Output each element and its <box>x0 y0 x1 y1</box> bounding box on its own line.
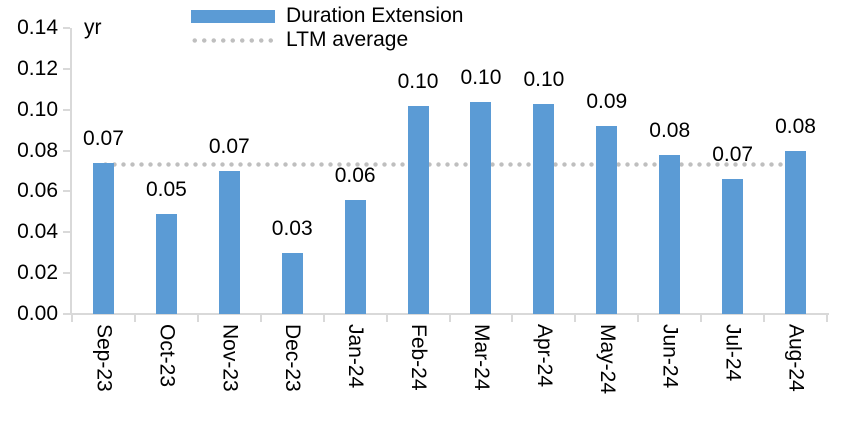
x-axis-tick <box>763 313 766 322</box>
x-axis-tick <box>71 313 73 322</box>
legend-bar-swatch <box>191 9 275 23</box>
y-axis-tick <box>63 27 70 29</box>
x-axis-label-may-24: May-24 <box>595 324 619 395</box>
bar-value-label: 0.07 <box>208 135 250 158</box>
bar-value-label: 0.06 <box>334 163 376 187</box>
x-axis-tick <box>826 313 828 322</box>
y-axis-tick <box>63 313 70 315</box>
bar-value-label: 0.07 <box>712 143 754 167</box>
bar-mar-24 <box>470 101 492 314</box>
bar-jul-24 <box>722 179 744 314</box>
bar-jan-24 <box>344 199 366 314</box>
x-axis-tick <box>196 313 199 322</box>
bar-nov-23 <box>218 171 240 314</box>
bar-value-label: 0.08 <box>649 118 691 142</box>
y-axis-tick-label: 0.02 <box>17 261 58 285</box>
y-axis-tick-label: 0.14 <box>17 16 58 39</box>
y-axis-tick <box>63 231 70 234</box>
bar-value-label: 0.03 <box>271 216 313 240</box>
bar-oct-23 <box>155 213 177 314</box>
x-axis-tick <box>322 313 325 322</box>
y-axis-tick <box>63 190 70 193</box>
x-axis-label-jul-24: Jul-24 <box>721 324 745 382</box>
x-axis-tick <box>448 313 451 322</box>
bar-value-label: 0.10 <box>460 65 502 89</box>
bar-value-label: 0.05 <box>145 177 187 201</box>
bar-value-label: 0.09 <box>586 90 628 114</box>
x-axis-label-oct-23: Oct-23 <box>155 324 179 388</box>
bar-value-label: 0.08 <box>775 114 816 138</box>
x-axis-label-feb-24: Feb-24 <box>407 324 431 391</box>
y-axis-tick <box>63 108 70 111</box>
bar-dec-23 <box>281 252 303 314</box>
legend-item-duration-extension: Duration Extension <box>188 5 463 27</box>
x-axis-label-apr-24: Apr-24 <box>532 324 556 388</box>
legend-label-ltm-average: LTM average <box>286 28 409 51</box>
x-axis-label-aug-24: Aug-24 <box>784 324 808 392</box>
y-axis-tick <box>63 272 70 275</box>
x-axis-label-sep-23: Sep-23 <box>92 324 116 392</box>
x-axis-label-mar-24: Mar-24 <box>469 324 493 391</box>
x-axis-tick <box>637 313 640 322</box>
bar-may-24 <box>596 126 618 314</box>
y-axis-tick-label: 0.12 <box>17 56 58 80</box>
y-axis-tick-label: 0.04 <box>17 220 58 244</box>
x-axis-label-dec-23: Dec-23 <box>281 324 305 392</box>
y-axis-tick-label: 0.08 <box>17 138 58 162</box>
x-axis-tick <box>385 313 388 322</box>
bar-apr-24 <box>533 103 555 314</box>
x-axis-tick <box>133 313 136 322</box>
bar-value-label: 0.07 <box>83 126 124 150</box>
legend-swatch-cell <box>188 29 278 51</box>
legend-dotted-line-swatch <box>190 37 276 43</box>
legend-label-duration-extension: Duration Extension <box>286 4 464 27</box>
y-axis-unit-label: yr <box>84 16 102 39</box>
bar-sep-23 <box>92 162 114 314</box>
bar-aug-24 <box>785 150 807 314</box>
x-axis-tick <box>511 313 514 322</box>
ltm-average-line <box>101 162 798 168</box>
y-axis-tick-label: 0.10 <box>17 97 58 121</box>
legend-item-ltm-average: LTM average <box>188 29 408 51</box>
legend-swatch-cell <box>188 5 278 27</box>
x-axis-label-nov-23: Nov-23 <box>218 324 242 392</box>
bar-value-label: 0.10 <box>523 67 565 91</box>
x-axis-tick <box>574 313 577 322</box>
y-axis-tick <box>63 67 70 70</box>
y-axis-line <box>70 28 72 315</box>
y-axis-tick-label: 0.00 <box>17 302 58 325</box>
bar-feb-24 <box>407 105 429 314</box>
x-axis-tick <box>259 313 262 322</box>
x-axis-label-jan-24: Jan-24 <box>344 324 368 389</box>
bar-jun-24 <box>659 154 681 314</box>
x-axis-label-jun-24: Jun-24 <box>658 324 682 389</box>
x-axis-tick <box>700 313 703 322</box>
bar-value-label: 0.10 <box>397 69 439 93</box>
y-axis-tick <box>63 149 70 152</box>
y-axis-tick-label: 0.06 <box>17 179 58 203</box>
